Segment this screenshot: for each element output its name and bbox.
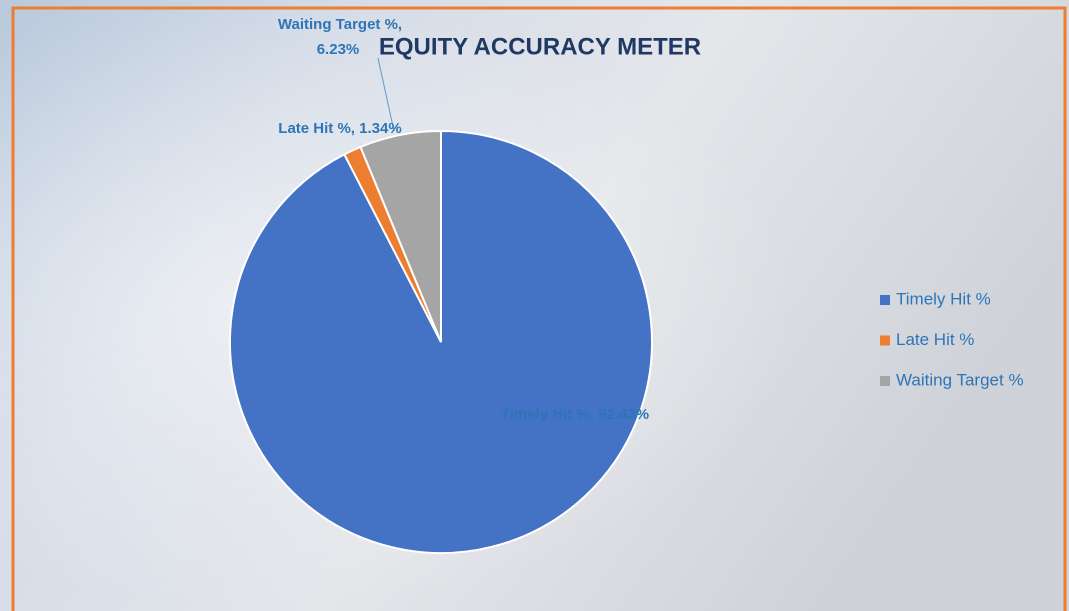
legend-swatch [880,295,890,305]
legend-swatch [880,336,890,346]
data-label: Late Hit %, 1.34% [278,120,401,137]
legend-swatch [880,376,890,386]
legend-label: Late Hit % [896,330,974,349]
legend-label: Timely Hit % [896,289,991,308]
chart-title: EQUITY ACCURACY METER [379,33,701,60]
data-label-line: 6.23% [317,41,360,58]
data-label: Timely Hit %, 92.43% [501,406,649,423]
page: EQUITY ACCURACY METER Timely Hit %, 92.4… [0,0,1069,611]
chart: EQUITY ACCURACY METER Timely Hit %, 92.4… [0,0,1069,611]
legend-label: Waiting Target % [896,370,1024,389]
data-label-line: Waiting Target %, [278,16,402,33]
